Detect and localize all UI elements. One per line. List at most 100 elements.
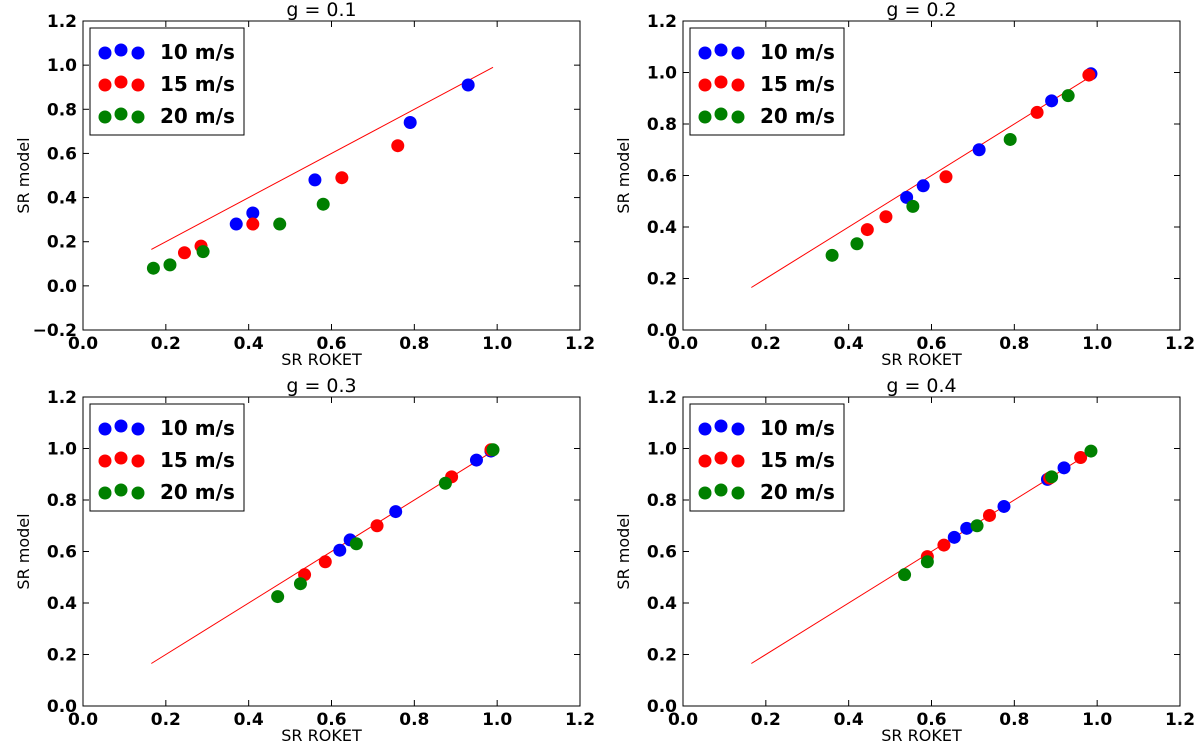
- data-point: [1082, 68, 1096, 82]
- legend-marker: [714, 75, 728, 89]
- data-point: [850, 237, 864, 251]
- data-point: [972, 143, 986, 157]
- legend-label: 10 m/s: [760, 40, 835, 64]
- y-axis-label: SR model: [14, 137, 33, 213]
- x-tick-label: 0.0: [68, 334, 98, 354]
- data-point: [860, 223, 874, 237]
- x-tick-label: 0.2: [751, 334, 781, 354]
- legend-marker: [98, 110, 112, 124]
- x-tick-label: 0.6: [316, 334, 346, 354]
- y-tick-label: 0.4: [647, 594, 677, 614]
- x-tick-label: 0.2: [151, 334, 181, 354]
- data-point: [370, 519, 384, 533]
- y-tick-label: 0.4: [47, 594, 77, 614]
- legend-marker: [714, 451, 728, 465]
- data-point: [146, 261, 160, 275]
- x-tick-label: 1.2: [565, 334, 595, 354]
- data-point: [1045, 94, 1059, 108]
- legend-marker: [714, 483, 728, 497]
- x-tick-label: 0.2: [151, 710, 181, 730]
- legend-marker: [98, 486, 112, 500]
- x-tick-label: 1.0: [482, 710, 512, 730]
- legend-marker: [714, 43, 728, 57]
- legend-marker: [698, 110, 712, 124]
- series-15-m-s: [177, 139, 405, 260]
- data-point: [335, 171, 349, 185]
- legend-marker: [131, 422, 145, 436]
- x-tick-label: 0.8: [399, 334, 429, 354]
- y-tick-label: 0.0: [647, 697, 677, 717]
- series-20-m-s: [146, 197, 330, 275]
- x-tick-label: 0.6: [916, 334, 946, 354]
- legend-label: 15 m/s: [760, 72, 835, 96]
- reference-line: [151, 66, 494, 250]
- data-point: [293, 577, 307, 591]
- x-tick-label: 0.4: [234, 710, 264, 730]
- data-point: [438, 476, 452, 490]
- legend-marker: [731, 110, 745, 124]
- legend-marker: [698, 78, 712, 92]
- y-tick-label: 1.2: [647, 12, 677, 32]
- y-axis-label: SR model: [14, 513, 33, 589]
- x-tick-label: 1.2: [1165, 334, 1195, 354]
- legend-marker: [698, 422, 712, 436]
- y-tick-label: 0.2: [47, 233, 77, 253]
- x-tick-label: 0.4: [834, 710, 864, 730]
- legend-marker: [114, 43, 128, 57]
- x-tick-label: 0.8: [999, 334, 1029, 354]
- y-tick-label: 0.4: [47, 189, 77, 209]
- legend-label: 20 m/s: [760, 480, 835, 504]
- legend-marker: [98, 46, 112, 60]
- data-point: [486, 443, 500, 457]
- x-tick-label: 0.4: [834, 334, 864, 354]
- panel-1: 0.0 0.2 0.4 0.6 0.8 1.0 1.2−0.20.00.20.40.60.8…: [14, 0, 595, 369]
- legend-marker: [731, 46, 745, 60]
- data-point: [403, 116, 417, 130]
- y-tick-label: 0.6: [47, 543, 77, 563]
- y-tick-label: 1.0: [647, 440, 677, 460]
- data-point: [308, 173, 322, 187]
- x-tick-label: 0.8: [399, 710, 429, 730]
- legend-marker: [98, 78, 112, 92]
- data-point: [229, 217, 243, 231]
- y-tick-label: 1.2: [47, 12, 77, 32]
- legend: 10 m/s 15 m/s 20 m/s: [689, 403, 845, 512]
- legend-marker: [731, 486, 745, 500]
- x-tick-label: 1.0: [482, 334, 512, 354]
- legend-marker: [114, 451, 128, 465]
- data-point: [1061, 89, 1075, 103]
- legend-marker: [114, 75, 128, 89]
- y-tick-label: 0.6: [647, 167, 677, 187]
- y-tick-label: 0.4: [647, 218, 677, 238]
- legend-marker: [714, 419, 728, 433]
- panel-title: g = 0.1: [286, 0, 356, 21]
- legend-marker: [731, 78, 745, 92]
- x-axis-label: SR ROKET: [881, 726, 962, 745]
- data-point: [920, 555, 934, 569]
- data-point: [163, 258, 177, 272]
- legend-marker: [731, 422, 745, 436]
- y-tick-label: 0.2: [647, 646, 677, 666]
- y-axis-label: SR model: [614, 137, 633, 213]
- legend-marker: [131, 454, 145, 468]
- data-point: [389, 505, 403, 519]
- legend-marker: [114, 419, 128, 433]
- legend-label: 10 m/s: [160, 416, 235, 440]
- data-point: [1084, 444, 1098, 458]
- legend-label: 15 m/s: [160, 448, 235, 472]
- data-point: [960, 521, 974, 535]
- legend-label: 10 m/s: [760, 416, 835, 440]
- legend: 10 m/s 15 m/s 20 m/s: [689, 27, 845, 136]
- legend-marker: [698, 46, 712, 60]
- y-tick-label: 1.0: [47, 440, 77, 460]
- x-tick-label: 1.0: [1082, 334, 1112, 354]
- panel-3: 0.0 0.2 0.4 0.6 0.8 1.0 1.2 0.0 0.2 0.4 0.6 0.8 1.0 1…: [14, 375, 595, 745]
- y-tick-label: 0.8: [647, 115, 677, 135]
- legend-marker: [114, 107, 128, 121]
- y-tick-label: 0.2: [647, 270, 677, 290]
- data-point: [1057, 461, 1071, 475]
- x-tick-label: 0.0: [668, 334, 698, 354]
- legend-label: 20 m/s: [160, 104, 235, 128]
- panel-title: g = 0.2: [886, 0, 956, 21]
- y-tick-label: 0.8: [47, 100, 77, 120]
